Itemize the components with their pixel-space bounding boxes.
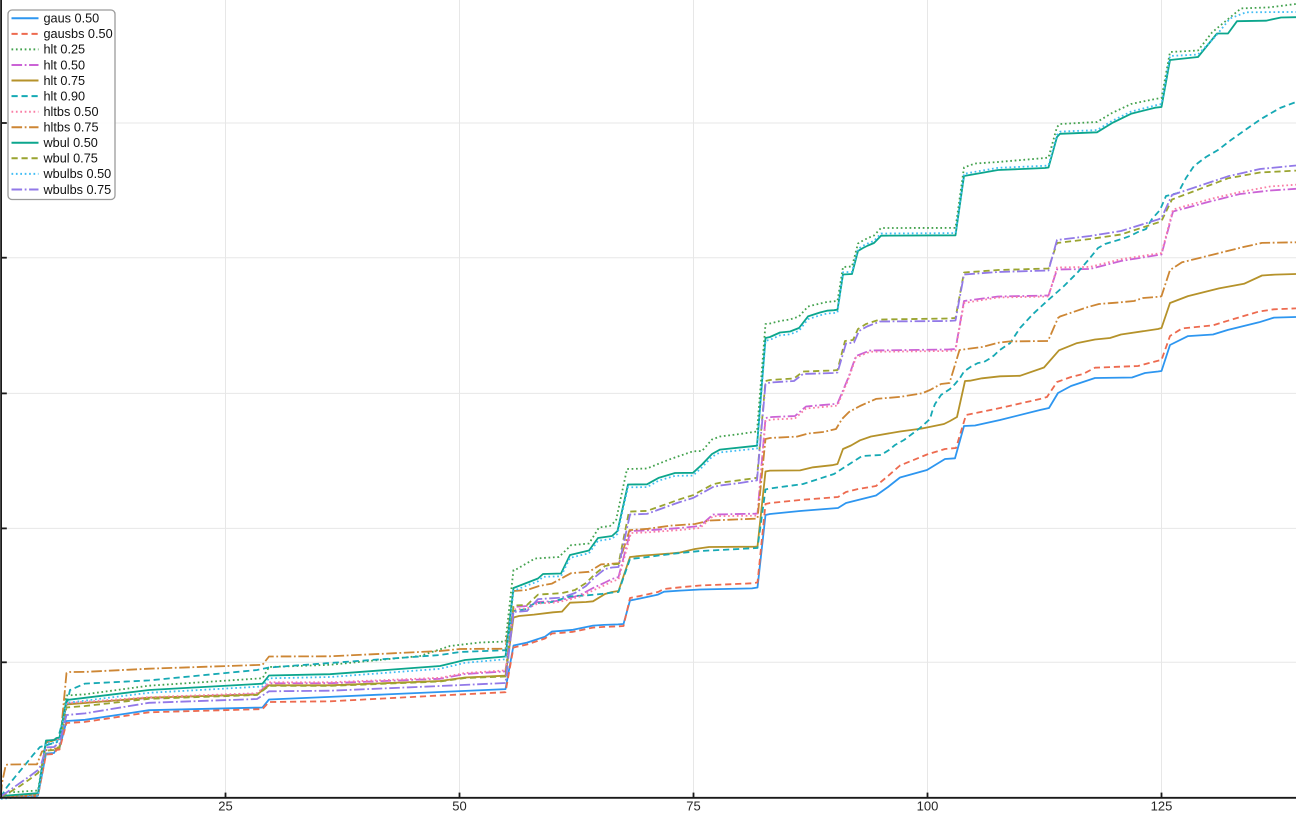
svg-text:wbulbs 0.75: wbulbs 0.75 [43, 183, 112, 197]
svg-text:hlt 0.50: hlt 0.50 [44, 58, 86, 72]
svg-text:25: 25 [218, 799, 232, 814]
svg-text:gaus 0.50: gaus 0.50 [44, 12, 100, 26]
svg-text:gausbs 0.50: gausbs 0.50 [44, 27, 113, 41]
svg-text:hlt 0.25: hlt 0.25 [44, 43, 86, 57]
svg-text:hlt 0.75: hlt 0.75 [44, 74, 86, 88]
svg-text:100: 100 [917, 799, 939, 814]
svg-text:hltbs 0.75: hltbs 0.75 [44, 121, 99, 135]
svg-text:hltbs 0.50: hltbs 0.50 [44, 105, 99, 119]
svg-text:125: 125 [1151, 799, 1173, 814]
svg-text:50: 50 [452, 799, 466, 814]
svg-text:wbul 0.50: wbul 0.50 [43, 136, 98, 150]
svg-text:75: 75 [686, 799, 700, 814]
svg-text:hlt 0.90: hlt 0.90 [44, 89, 86, 103]
svg-text:wbulbs 0.50: wbulbs 0.50 [43, 167, 112, 181]
svg-text:wbul 0.75: wbul 0.75 [43, 152, 98, 166]
